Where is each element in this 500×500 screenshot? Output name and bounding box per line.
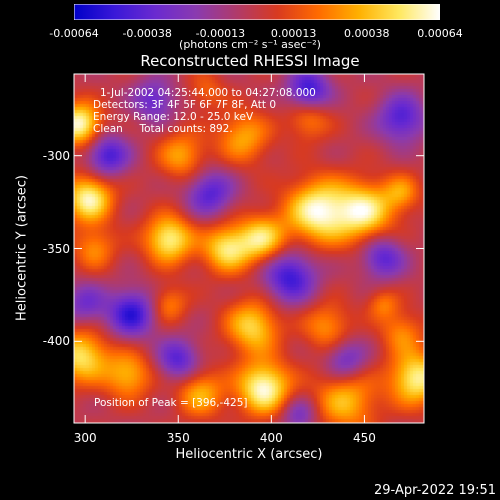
x-tick-label: 300 bbox=[73, 431, 97, 445]
y-axis-label: Heliocentric Y (arcsec) bbox=[14, 175, 30, 321]
y-tick-label: -400 bbox=[42, 334, 70, 349]
annotation-clean-counts: Clean Total counts: 892. bbox=[93, 123, 233, 135]
colorbar-tick-label: 0.00038 bbox=[344, 27, 390, 40]
colorbar-units: (photons cm⁻² s⁻¹ asec⁻²) bbox=[179, 38, 321, 51]
peak-position-label: Position of Peak = [396,-425] bbox=[94, 397, 248, 409]
chart-title: Reconstructed RHESSI Image bbox=[140, 52, 360, 70]
x-axis-label: Heliocentric X (arcsec) bbox=[175, 447, 323, 462]
annotation-time-range: 1-Jul-2002 04:25:44.000 to 04:27:08.000 bbox=[100, 87, 316, 99]
x-tick-label: 450 bbox=[352, 431, 376, 445]
colorbar-tick-label: 0.00013 bbox=[270, 27, 317, 40]
annotation-energy-range: Energy Range: 12.0 - 25.0 keV bbox=[93, 111, 254, 123]
x-tick-label: 400 bbox=[259, 431, 283, 445]
colorbar-tick-label: -0.00013 bbox=[195, 27, 246, 40]
annotation-detectors: Detectors: 3F 4F 5F 6F 7F 8F, Att 0 bbox=[93, 99, 277, 111]
colorbar-tick-label: -0.00064 bbox=[49, 27, 99, 40]
y-tick-label: -300 bbox=[42, 148, 70, 163]
y-tick-label: -350 bbox=[42, 241, 70, 256]
colorbar-tick-label: -0.00038 bbox=[122, 27, 172, 40]
timestamp: 29-Apr-2022 19:51 bbox=[374, 483, 496, 498]
x-tick-label: 350 bbox=[166, 431, 190, 445]
colorbar bbox=[74, 4, 440, 20]
colorbar-tick-label: 0.00064 bbox=[417, 27, 463, 40]
